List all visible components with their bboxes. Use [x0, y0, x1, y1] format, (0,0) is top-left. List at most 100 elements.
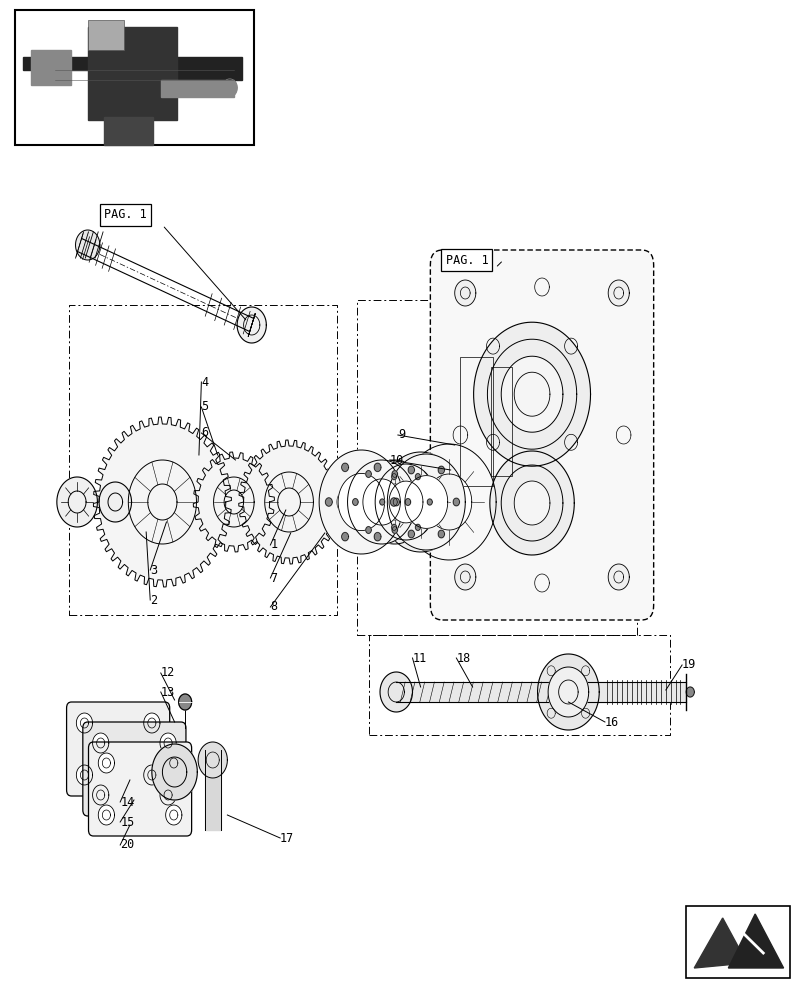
- Polygon shape: [396, 682, 685, 702]
- Polygon shape: [92, 785, 109, 805]
- Text: 14: 14: [120, 796, 135, 808]
- Polygon shape: [152, 744, 197, 800]
- Polygon shape: [144, 765, 160, 785]
- Polygon shape: [358, 487, 382, 517]
- Polygon shape: [390, 498, 397, 506]
- Polygon shape: [337, 473, 384, 531]
- Polygon shape: [380, 499, 384, 505]
- Text: 4: 4: [201, 375, 208, 388]
- Text: 7: 7: [270, 572, 277, 584]
- Polygon shape: [204, 750, 221, 830]
- FancyBboxPatch shape: [430, 250, 653, 620]
- Text: 6: 6: [201, 426, 208, 440]
- Polygon shape: [352, 499, 358, 505]
- Polygon shape: [380, 672, 412, 712]
- Polygon shape: [405, 499, 410, 505]
- Polygon shape: [224, 490, 243, 514]
- Polygon shape: [374, 533, 380, 541]
- Bar: [88, 20, 124, 50]
- Polygon shape: [380, 484, 409, 520]
- Polygon shape: [23, 57, 104, 70]
- Text: 20: 20: [120, 838, 135, 852]
- Polygon shape: [92, 733, 109, 753]
- Polygon shape: [454, 564, 475, 590]
- Polygon shape: [238, 440, 339, 564]
- Polygon shape: [325, 498, 332, 506]
- Polygon shape: [391, 474, 396, 480]
- Text: 9: 9: [397, 428, 405, 442]
- Polygon shape: [387, 454, 465, 550]
- Polygon shape: [347, 460, 415, 544]
- Polygon shape: [415, 524, 420, 530]
- Polygon shape: [375, 464, 436, 540]
- Polygon shape: [401, 444, 496, 560]
- Bar: [491, 367, 511, 476]
- Polygon shape: [392, 527, 397, 533]
- Text: 1: 1: [270, 538, 277, 552]
- Text: 17: 17: [280, 832, 294, 844]
- Polygon shape: [374, 463, 380, 471]
- Bar: [15, 10, 254, 145]
- Polygon shape: [438, 466, 444, 474]
- Polygon shape: [319, 450, 403, 554]
- Polygon shape: [165, 753, 182, 773]
- FancyBboxPatch shape: [88, 742, 191, 836]
- Polygon shape: [213, 477, 254, 527]
- Text: 15: 15: [120, 816, 135, 828]
- Polygon shape: [93, 417, 231, 587]
- Polygon shape: [438, 530, 444, 538]
- Polygon shape: [98, 805, 114, 825]
- Polygon shape: [513, 481, 549, 525]
- Polygon shape: [427, 499, 431, 505]
- Polygon shape: [388, 481, 423, 523]
- Bar: [685, 906, 789, 978]
- Polygon shape: [128, 460, 196, 544]
- Text: 12: 12: [161, 666, 175, 680]
- Polygon shape: [222, 79, 237, 97]
- Polygon shape: [380, 452, 461, 552]
- Polygon shape: [453, 498, 459, 506]
- Polygon shape: [160, 785, 176, 805]
- Polygon shape: [193, 452, 274, 552]
- Text: 10: 10: [389, 454, 404, 466]
- Polygon shape: [426, 474, 471, 530]
- Text: PAG. 1: PAG. 1: [105, 209, 147, 222]
- Polygon shape: [76, 765, 92, 785]
- Polygon shape: [160, 733, 176, 753]
- Polygon shape: [76, 713, 92, 733]
- Polygon shape: [57, 477, 97, 527]
- Polygon shape: [360, 460, 428, 544]
- Polygon shape: [500, 356, 562, 432]
- FancyBboxPatch shape: [67, 702, 169, 796]
- Polygon shape: [392, 471, 397, 477]
- Polygon shape: [323, 472, 371, 532]
- Polygon shape: [148, 484, 177, 520]
- Polygon shape: [75, 230, 100, 260]
- Polygon shape: [693, 918, 746, 968]
- Polygon shape: [198, 742, 227, 778]
- Polygon shape: [341, 533, 348, 541]
- Polygon shape: [402, 480, 438, 524]
- Polygon shape: [165, 805, 182, 825]
- Polygon shape: [607, 564, 629, 590]
- Polygon shape: [144, 713, 160, 733]
- Polygon shape: [405, 476, 447, 528]
- Polygon shape: [341, 467, 398, 537]
- Polygon shape: [98, 753, 114, 773]
- FancyBboxPatch shape: [83, 722, 186, 816]
- Text: 19: 19: [681, 658, 696, 672]
- Polygon shape: [537, 654, 599, 730]
- Polygon shape: [685, 687, 693, 697]
- Polygon shape: [415, 474, 420, 480]
- Polygon shape: [104, 117, 152, 145]
- Text: PAG. 1: PAG. 1: [445, 253, 487, 266]
- Polygon shape: [99, 482, 131, 522]
- Text: 3: 3: [150, 564, 157, 576]
- Polygon shape: [365, 471, 371, 477]
- Polygon shape: [112, 57, 242, 80]
- Polygon shape: [178, 694, 191, 710]
- Polygon shape: [607, 280, 629, 306]
- Polygon shape: [277, 488, 300, 516]
- Polygon shape: [365, 527, 371, 533]
- Text: 2: 2: [150, 593, 157, 606]
